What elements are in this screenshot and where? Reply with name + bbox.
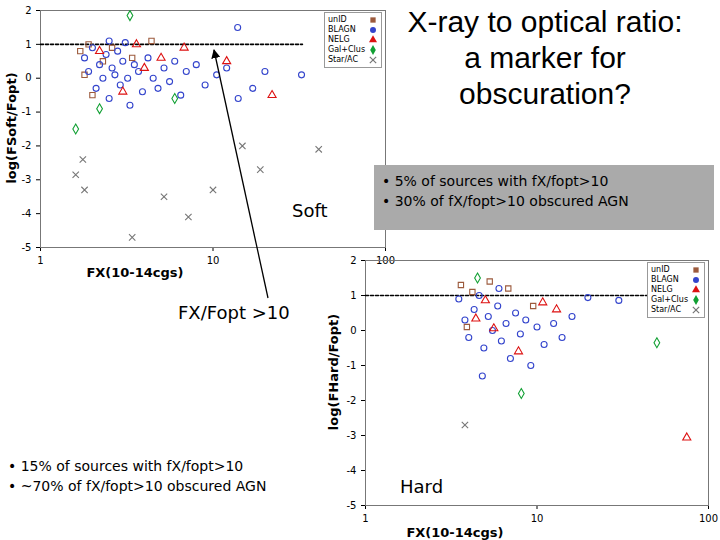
html-text:Gal+Clus: Gal+Clus [328,45,366,54]
svg-text:100: 100 [699,513,718,524]
html-text:FX(10-14cgs): FX(10-14cgs) [406,524,504,540]
html-text:BLAGN: BLAGN [328,25,356,34]
html-text:Gal+Clus: Gal+Clus [651,295,689,304]
svg-text:-2: -2 [347,395,357,406]
html-text:NELG: NELG [328,35,350,44]
svg-text:1: 1 [362,513,368,524]
html-text:unID: unID [651,265,670,274]
svg-text:-5: -5 [22,242,32,253]
svg-text:2: 2 [25,5,31,16]
svg-text:-3: -3 [22,174,32,185]
svg-text:100: 100 [376,254,395,266]
svg-text:0: 0 [350,325,356,336]
html-text:X-ray to optical ratio: a mark: X-ray to optical ratio: a marker for obs… [407,5,683,110]
svg-text:2: 2 [350,255,356,266]
html-text:Hard: Hard [400,476,444,497]
svg-text:0: 0 [25,72,31,83]
html-text:BLAGN: BLAGN [651,275,679,284]
html-text:FX/Fopt >10: FX/Fopt >10 [178,302,290,323]
html-text:NELG: NELG [651,285,673,294]
html-text:• 15% of sources with fX/fopt>: • 15% of sources with fX/fopt>10 [8,458,244,474]
html-text:Star/AC: Star/AC [328,55,358,64]
html-text:FX(10-14cgs): FX(10-14cgs) [86,264,184,280]
html-text:log(FSoft/Fopt): log(FSoft/Fopt) [3,72,19,184]
svg-text:-5: -5 [347,500,357,511]
svg-text:10: 10 [207,255,220,266]
svg-text:-3: -3 [347,430,357,441]
svg-text:1: 1 [37,255,43,266]
html-text:• 5% of sources with fX/fopt>1: • 5% of sources with fX/fopt>10 [382,173,609,189]
svg-text:-4: -4 [347,465,357,476]
svg-text:-1: -1 [22,106,32,117]
svg-text:1: 1 [25,39,31,50]
html-text:• 30% of fX/fopt>10 obscured A: • 30% of fX/fopt>10 obscured AGN [382,193,629,209]
svg-text:-1: -1 [347,360,357,371]
svg-text:-4: -4 [22,208,32,219]
html-text:Star/AC: Star/AC [651,305,681,314]
svg-text:10: 10 [531,513,544,524]
html-text:Soft: Soft [292,200,328,221]
html-text:unID: unID [328,15,347,24]
svg-text:-2: -2 [22,140,32,151]
html-text:• ~70% of fX/fopt>10 obscured: • ~70% of fX/fopt>10 obscured AGN [8,478,267,494]
svg-text:1: 1 [350,290,356,301]
html-text:log(FHard/Fopt): log(FHard/Fopt) [325,313,341,431]
